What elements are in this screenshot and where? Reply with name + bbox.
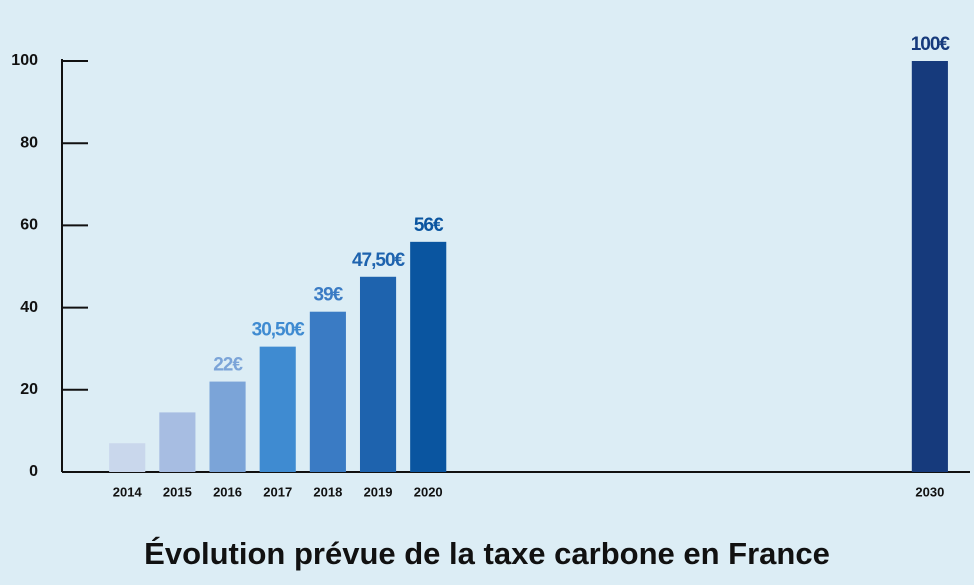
value-label: 39€ — [314, 285, 344, 306]
y-tick-label: 100 — [11, 52, 38, 69]
x-tick-label: 2018 — [313, 484, 342, 499]
bar — [911, 61, 948, 472]
value-label: 30,50€ — [252, 320, 306, 341]
y-tick-label: 60 — [20, 217, 38, 234]
value-label: 22€ — [213, 355, 243, 376]
bar — [159, 412, 196, 472]
y-tick-label: 40 — [20, 299, 38, 316]
bar — [109, 443, 146, 472]
bar — [309, 311, 346, 472]
y-tick-label: 20 — [20, 381, 38, 398]
bar — [410, 241, 447, 472]
x-tick-label: 2016 — [213, 484, 242, 499]
x-tick-label: 2019 — [364, 484, 393, 499]
bar — [359, 276, 397, 472]
x-tick-label: 2030 — [915, 484, 944, 499]
x-tick-label: 2017 — [263, 484, 292, 499]
value-label: 100€ — [911, 34, 951, 55]
value-label: 56€ — [414, 215, 444, 236]
y-tick-label: 80 — [20, 134, 38, 151]
value-label: 47,50€ — [352, 250, 406, 271]
bar — [209, 381, 246, 472]
y-tick-label: 0 — [29, 463, 38, 480]
x-tick-label: 2015 — [163, 484, 192, 499]
x-tick-label: 2020 — [414, 484, 443, 499]
chart-title: Évolution prévue de la taxe carbone en F… — [144, 536, 830, 571]
x-tick-label: 2014 — [113, 484, 143, 499]
bar — [259, 346, 296, 472]
